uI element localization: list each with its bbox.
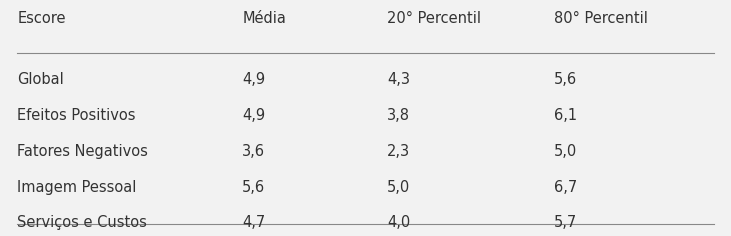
Text: Fatores Negativos: Fatores Negativos (18, 144, 148, 159)
Text: Efeitos Positivos: Efeitos Positivos (18, 108, 136, 123)
Text: 3,6: 3,6 (242, 144, 265, 159)
Text: Média: Média (242, 11, 286, 26)
Text: 4,9: 4,9 (242, 108, 265, 123)
Text: 4,0: 4,0 (387, 215, 411, 230)
Text: 20° Percentil: 20° Percentil (387, 11, 481, 26)
Text: 3,8: 3,8 (387, 108, 410, 123)
Text: 5,0: 5,0 (387, 180, 411, 195)
Text: 5,6: 5,6 (242, 180, 265, 195)
Text: 6,1: 6,1 (554, 108, 577, 123)
Text: 4,7: 4,7 (242, 215, 265, 230)
Text: 4,9: 4,9 (242, 72, 265, 88)
Text: 80° Percentil: 80° Percentil (554, 11, 648, 26)
Text: 2,3: 2,3 (387, 144, 410, 159)
Text: Global: Global (18, 72, 64, 88)
Text: 5,7: 5,7 (554, 215, 577, 230)
Text: Serviços e Custos: Serviços e Custos (18, 215, 147, 230)
Text: 4,3: 4,3 (387, 72, 410, 88)
Text: 5,6: 5,6 (554, 72, 577, 88)
Text: 6,7: 6,7 (554, 180, 577, 195)
Text: Escore: Escore (18, 11, 66, 26)
Text: Imagem Pessoal: Imagem Pessoal (18, 180, 137, 195)
Text: 5,0: 5,0 (554, 144, 577, 159)
